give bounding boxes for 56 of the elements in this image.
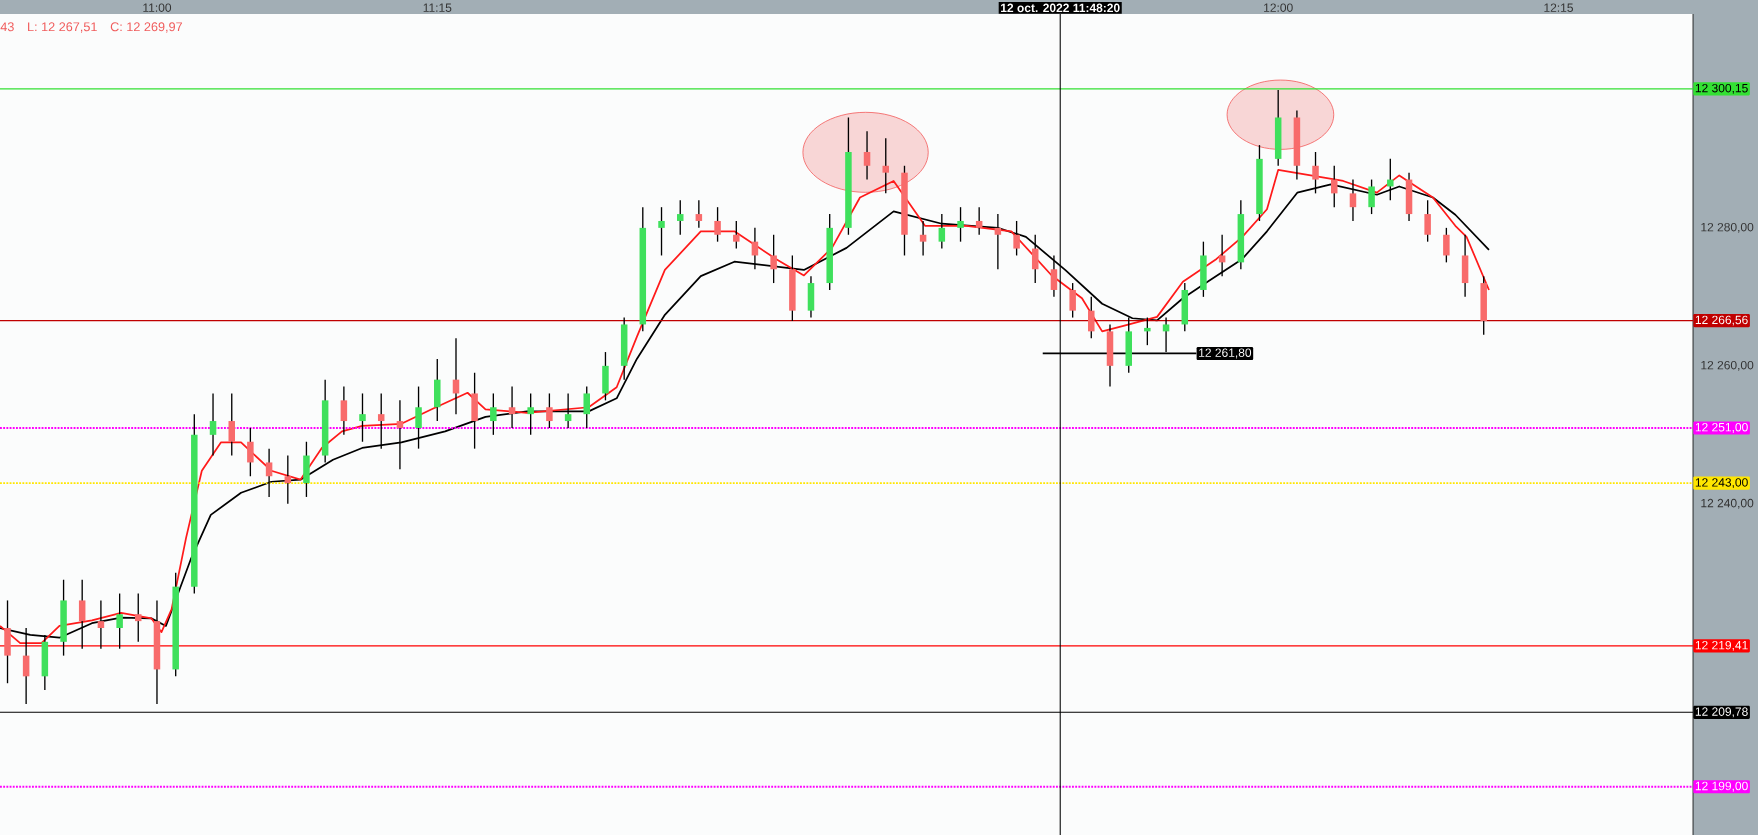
x-tick-label: 11:00 — [143, 3, 172, 12]
y-tick-label: 12 260,00 — [1701, 360, 1754, 371]
candlestick — [209, 392, 217, 457]
candlestick — [938, 213, 946, 250]
candlestick — [1424, 199, 1431, 243]
annotation: C: 12 269,97 — [110, 22, 183, 33]
candlestick — [546, 392, 553, 429]
candlestick — [658, 206, 665, 257]
annotation: L: 12 267,51 — [28, 22, 97, 33]
candlestick — [1218, 234, 1226, 277]
candlestick — [994, 213, 1002, 270]
x-tick-label: 12:15 — [1544, 3, 1573, 12]
candlestick — [975, 206, 983, 236]
ref-line-label: 12 266,56 — [1695, 315, 1748, 326]
candlestick — [508, 385, 516, 429]
candlestick — [284, 454, 292, 505]
candlestick — [714, 206, 721, 243]
candlestick — [1144, 316, 1151, 346]
candlestick — [265, 447, 273, 498]
ref-line-label: 12 219,41 — [1695, 640, 1748, 651]
candlestick — [359, 392, 366, 443]
candlestick — [247, 427, 254, 477]
candlestick — [695, 199, 703, 229]
candlestick — [1443, 227, 1450, 264]
candlestick — [1050, 254, 1058, 298]
ref-line-label: 12 199,00 — [1695, 781, 1748, 792]
x-tick-label: 11:15 — [423, 3, 452, 12]
y-tick-label: 12 240,00 — [1701, 498, 1754, 509]
ref-line-label: 12 oct. 2022 11:48:20 — [1001, 3, 1120, 13]
candlestick — [583, 385, 590, 429]
ref-line-label: 12 251,00 — [1695, 422, 1748, 433]
candlestick — [490, 392, 497, 436]
ref-line-label: 12 243,00 — [1695, 478, 1748, 489]
candlestick — [770, 234, 777, 284]
candlestick — [564, 392, 572, 429]
candlestick — [1013, 220, 1020, 257]
candlestick — [527, 392, 534, 436]
candlestick — [882, 137, 890, 195]
x-tick-label: 12:00 — [1264, 3, 1293, 12]
y-tick-label: 12 280,00 — [1701, 222, 1754, 233]
annotation: 43 — [0, 22, 14, 32]
ref-line-label: 12 209,78 — [1695, 707, 1748, 718]
candlestick — [1088, 296, 1095, 339]
candlestick — [396, 399, 404, 471]
candlestick — [1069, 282, 1076, 319]
candlestick — [733, 220, 740, 250]
annotation: 12 261,80 — [1199, 348, 1252, 359]
candlestick — [957, 206, 964, 243]
candlestick — [863, 130, 871, 181]
candlestick — [377, 392, 385, 450]
candlestick — [415, 385, 422, 450]
candlestick — [340, 385, 348, 436]
candlestick — [676, 199, 684, 236]
candlestick — [228, 392, 236, 457]
candlestick — [919, 220, 927, 257]
ref-line-label: 12 300,15 — [1695, 83, 1748, 94]
